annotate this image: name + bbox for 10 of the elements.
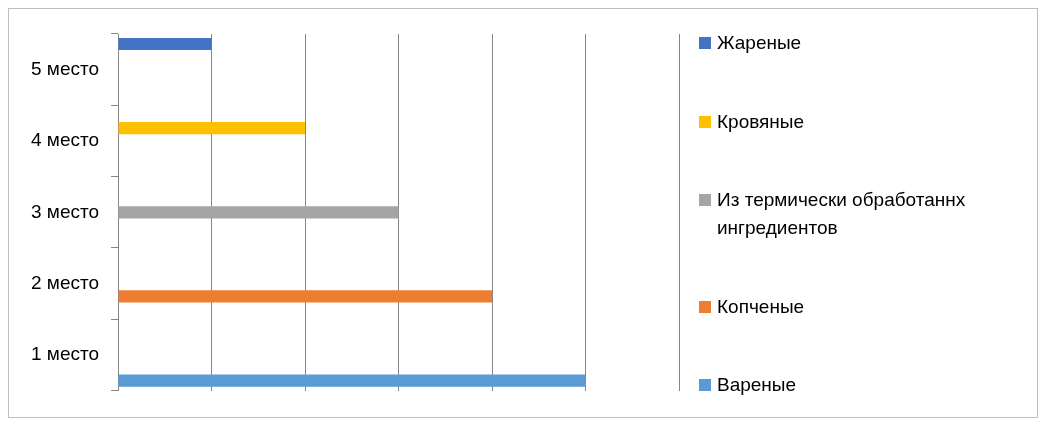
y-tick-label: 1 место xyxy=(31,343,100,365)
y-tick-label: 4 место xyxy=(31,129,100,151)
y-tick-label: 5 место xyxy=(31,57,100,79)
y-tick-label: 3 место xyxy=(31,200,100,222)
legend-label: Жареные xyxy=(717,31,802,55)
legend-label: Кровяные xyxy=(717,109,805,134)
legend-label: Копченые xyxy=(717,294,805,319)
legend-label: Вареные xyxy=(717,373,797,397)
legend-label: Из термически обработаннх ингредиентов xyxy=(717,188,967,240)
y-tick-label: 2 место xyxy=(31,271,100,293)
